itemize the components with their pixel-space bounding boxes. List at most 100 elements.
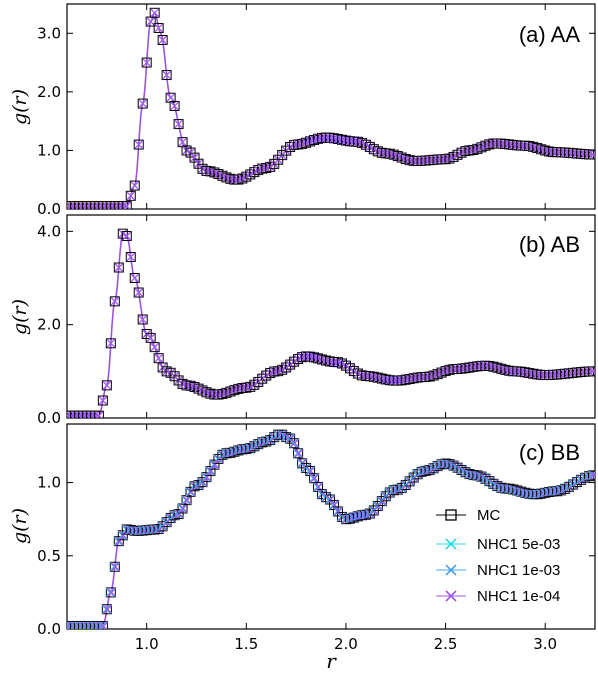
panel-aa-nhc1-point-0-1: [67, 201, 76, 209]
panel-bb-ytick-label-2: 1.0: [37, 474, 61, 492]
panel-ab-mc-point-8: [93, 410, 104, 418]
panel-aa-nhc1-point-0-90: [421, 156, 431, 165]
panel-aa-mc-point-25: [161, 70, 172, 81]
panel-bb-nhc1-point-2-37: [210, 460, 220, 470]
panel-ab-mc-point-15: [121, 231, 132, 241]
panel-ab-nhc1-point-0-3: [74, 411, 84, 418]
legend-entry-nhc1-1e-04: NHC1 1e-04: [436, 588, 560, 605]
panel-ab-mc-point-49: [257, 373, 268, 384]
panel-aa-nhc1-point-0-57: [289, 140, 299, 150]
panel-ab-nhc1-point-0-0: [67, 411, 72, 418]
panel-ab-nhc1-point-0-82: [389, 376, 399, 386]
panel-bb-series: [67, 429, 595, 629]
panel-aa-nhc1-point-0-19: [138, 99, 148, 109]
panel-aa-mc-point-32: [189, 152, 200, 163]
panel-bb-mc-point-64: [317, 489, 328, 500]
panel-bb-mc-point-65: [321, 492, 332, 503]
legend-nhc1-5e-03-marker: [445, 538, 457, 550]
panel-bb-mc-point-86: [404, 476, 415, 487]
panel-bb-mc-point-13: [113, 536, 124, 547]
panel-bb-mc-point-37: [209, 459, 220, 470]
panel-bb-nhc1-point-2-62: [310, 473, 320, 483]
panel-aa-nhc1-point-0-7: [90, 201, 100, 209]
panel-bb-mc-point-67: [328, 499, 339, 510]
panel-aa-mc-point-56: [285, 142, 296, 153]
panel-aa-nhc1-point-0-20: [142, 58, 152, 68]
panel-ab-ytick-label-1: 2.0: [37, 316, 61, 334]
panel-ab-mc-point-24: [157, 362, 168, 373]
panel-aa-nhc1-point-0-35: [202, 166, 211, 176]
panel-aa-nhc1-point-0-14: [118, 201, 128, 209]
panel-ab-curve: [67, 233, 595, 417]
panel-ab-ytick-label-0: 0.0: [37, 409, 61, 427]
xtick-label-1: 1.5: [234, 635, 258, 653]
panel-ab-nhc1-point-0-130: [580, 367, 590, 377]
panel-bb-mc-point-132: [588, 470, 595, 481]
panel-aa-mc-point-23: [153, 22, 164, 33]
panel-aa-nhc1-point-0-109: [496, 139, 506, 149]
panel-ab-nhc1-point-0-56: [285, 360, 295, 370]
panel-aa: (a) AA g(r) 0.0 1.0 2.0 3.0: [9, 3, 596, 218]
panel-aa-nhc1-point-0-87: [409, 156, 419, 166]
panel-aa-ytick-label-1: 1.0: [37, 141, 61, 159]
panel-aa-nhc1-point-0-23: [154, 23, 164, 33]
panel-bb-nhc1-point-2-35: [202, 472, 212, 482]
panel-ab-nhc1-point-0-2: [70, 411, 80, 418]
panel-ab-nhc1-point-0-132: [588, 366, 595, 376]
panel-ab-nhc1-point-0-52: [269, 367, 279, 377]
legend-nhc1-1e-04-label: NHC1 1e-04: [477, 588, 560, 605]
panel-aa-nhc1-point-0-13: [114, 201, 124, 209]
panel-aa-nhc1-point-0-42: [229, 175, 239, 185]
xtick-label-3: 2.5: [434, 635, 458, 653]
panel-aa-nhc1-point-0-114: [516, 141, 526, 151]
panel-ab-nhc1-point-0-5: [82, 411, 92, 418]
panel-ab-mc-point-10: [101, 380, 112, 391]
panel-ab-mc-point-20: [141, 329, 152, 339]
panel-aa-nhc1-point-0-113: [512, 140, 522, 150]
panel-aa-nhc1-point-0-108: [492, 138, 502, 148]
panel-ab-nhc1-point-0-4: [78, 411, 88, 418]
panel-ab: (b) AB g(r) 0.0 2.0 4.0: [9, 214, 596, 427]
panel-ab-nhc1-point-0-89: [417, 372, 427, 382]
panel-aa-nhc1-point-0-93: [433, 155, 443, 164]
xtick-label-4: 3.0: [533, 635, 557, 653]
xtick-label-2: 2.0: [334, 635, 358, 653]
panel-bb-nhc1-point-2-36: [206, 466, 216, 476]
panel-ab-nhc1-point-0-81: [385, 375, 395, 385]
legend-nhc1-1e-04-marker: [445, 590, 457, 602]
panel-aa-nhc1-point-0-124: [556, 147, 566, 157]
panel-aa-series: [67, 7, 595, 209]
panel-ab-nhc1-point-0-105: [480, 361, 490, 371]
panel-ab-nhc1-point-0-10: [102, 380, 112, 390]
panel-ab-nhc1-point-0-1: [67, 411, 76, 418]
panel-aa-nhc1-point-0-32: [190, 153, 199, 163]
panel-aa-mc-point-33: [193, 158, 204, 169]
panel-aa-nhc1-point-0-27: [170, 101, 180, 111]
panel-bb-mc-point-58: [293, 448, 304, 459]
panel-aa-mc-point-99: [456, 147, 467, 158]
panel-aa-nhc1-point-0-8: [94, 201, 104, 209]
panel-ab-nhc1-point-0-71: [345, 363, 355, 373]
xtick-label-0: 1.0: [135, 635, 159, 653]
panel-bb-mc-point-105: [480, 473, 491, 484]
panel-aa-mc-point-48: [253, 165, 264, 176]
panel-bb-mc-point-33: [193, 480, 204, 491]
panel-ab-nhc1-point-0-97: [449, 364, 458, 374]
panel-ab-mc-point-26: [165, 367, 176, 378]
panel-aa-nhc1-point-0-112: [508, 140, 518, 150]
panel-bb-mc-point-84: [396, 482, 407, 493]
panel-ab-nhc1-point-0-119: [536, 370, 546, 380]
panel-aa-nhc1-point-0-89: [417, 156, 427, 166]
panel-aa-nhc1-point-0-4: [78, 201, 88, 209]
panel-aa-nhc1-point-0-18: [134, 140, 144, 150]
panel-bb-nhc1-point-2-67: [330, 500, 340, 510]
legend-nhc1-1e-03-marker: [445, 564, 457, 576]
panel-ab-nhc1-point-0-6: [86, 411, 96, 418]
panel-bb-mc-point-23: [153, 524, 164, 535]
panel-aa-ticks: 0.0 1.0 2.0 3.0: [37, 4, 595, 218]
panel-aa-nhc1-point-0-31: [186, 148, 195, 158]
panel-ab-nhc1-point-0-129: [576, 367, 586, 377]
panel-ab-nhc1-point-0-9: [98, 396, 108, 405]
panel-ab-mc-point-13: [113, 262, 124, 273]
